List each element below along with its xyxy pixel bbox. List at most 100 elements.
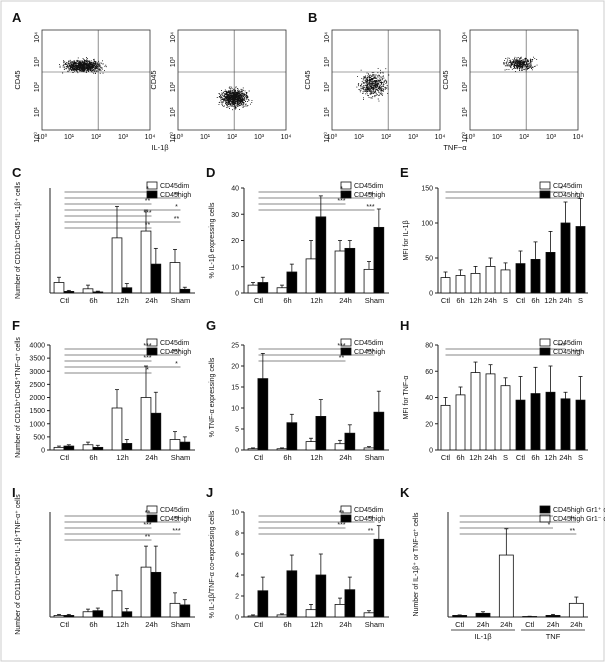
legend-label: CD45high <box>354 516 385 523</box>
y-tick-label: 10² <box>170 81 177 92</box>
y-tick-label: 25 <box>231 343 239 350</box>
y-tick-label: 10³ <box>34 56 41 67</box>
y-axis-label: % IL-1β/TNF-α co-expressing cells <box>209 510 216 618</box>
x-tick-label: Sham <box>365 296 385 305</box>
y-tick-label: 10⁴ <box>170 32 177 43</box>
y-tick-label: 1500 <box>29 408 45 415</box>
y-tick-label: 10³ <box>462 56 469 67</box>
y-tick-label: 50 <box>425 256 433 263</box>
x-tick-label: 24h <box>145 296 158 305</box>
bar <box>63 445 75 451</box>
significance-mark: *** <box>172 349 180 356</box>
bar <box>286 422 298 451</box>
x-tick-label: 24h <box>559 453 572 462</box>
y-tick-label: 10 <box>231 264 239 271</box>
x-tick-label: 12h <box>116 296 129 305</box>
legend-label: CD45high Gr1⁺ cells <box>553 507 605 514</box>
bar <box>140 566 152 618</box>
y-axis-label: Number of CD11b⁺CD45⁺IL-1β⁺ cells <box>15 182 22 299</box>
y-tick-label: 10² <box>462 81 469 92</box>
bar <box>455 275 466 294</box>
significance-mark: * <box>175 361 178 368</box>
x-tick-label: 10⁰ <box>37 133 48 141</box>
bar <box>315 216 327 294</box>
flow-x-label-A: IL-1β <box>151 143 169 152</box>
y-tick-label: 10² <box>324 81 331 92</box>
significance-mark: ** <box>570 528 576 535</box>
bar <box>92 291 104 294</box>
x-tick-label: 10⁴ <box>435 134 446 141</box>
legend-label: CD45high <box>354 192 385 199</box>
x-tick-label: Ctl <box>60 453 70 462</box>
x-tick-label: Ctl <box>254 296 264 305</box>
bar <box>305 258 317 294</box>
x-tick-label: Sham <box>365 620 385 629</box>
bar <box>257 590 269 618</box>
bar <box>515 263 526 294</box>
bar <box>363 447 375 451</box>
bar <box>440 404 451 451</box>
legend-label: CD45dim <box>354 340 383 347</box>
x-tick-label: 10³ <box>254 134 265 141</box>
y-tick-label: 0 <box>429 291 433 298</box>
bar <box>257 282 269 294</box>
x-tick-label: 10¹ <box>64 134 75 141</box>
x-tick-label: Ctl <box>441 296 451 305</box>
x-tick-label: 24h <box>500 620 513 629</box>
bar <box>498 554 514 618</box>
y-tick-label: 3500 <box>29 356 45 363</box>
significance-mark: * <box>575 192 578 199</box>
y-tick-label: 10⁰ <box>169 132 177 143</box>
bar <box>315 415 327 451</box>
bar <box>247 448 259 451</box>
significance-mark: * <box>146 186 149 193</box>
y-tick-label: 0 <box>235 615 239 622</box>
chart-F: 0 500 1000 1500 2000 2500 3000 3500 4000 Number o… <box>15 337 195 462</box>
bar <box>485 373 496 451</box>
chart-I: Number of CD11b⁺CD45⁺IL-1β⁺TNF-α⁺ cells C… <box>15 494 195 635</box>
significance-mark: *** <box>143 343 151 350</box>
x-tick-label: 6h <box>531 453 539 462</box>
bar <box>276 287 288 294</box>
bar <box>344 432 356 451</box>
x-tick-label: 10¹ <box>200 134 211 141</box>
bar <box>373 538 385 618</box>
bar <box>121 443 133 451</box>
x-tick-label: Ctl <box>525 620 535 629</box>
legend-label: CD45high <box>553 192 584 199</box>
y-tick-label: 10¹ <box>170 106 177 117</box>
x-tick-label: 10³ <box>546 134 557 141</box>
bar <box>169 262 181 294</box>
y-axis-label: Number of IL-1β⁺ or TNF-α⁺ cells <box>413 512 420 617</box>
legend-label: CD45high <box>160 516 191 523</box>
bar <box>286 271 298 294</box>
x-tick-label: Sham <box>171 620 191 629</box>
significance-mark: *** <box>143 355 151 362</box>
y-tick-label: 10⁴ <box>34 32 41 43</box>
x-tick-label: 10³ <box>408 134 419 141</box>
bar <box>121 611 133 618</box>
bar <box>169 602 181 618</box>
flow-frame <box>469 29 579 131</box>
significance-mark: *** <box>572 349 580 356</box>
bar <box>179 288 191 294</box>
x-tick-label: S <box>503 453 508 462</box>
bar <box>334 604 346 618</box>
bar <box>475 612 491 618</box>
x-tick-label: 6h <box>283 620 291 629</box>
y-tick-label: 4 <box>235 573 239 580</box>
bar <box>121 287 133 294</box>
flow-frame <box>177 29 287 131</box>
significance-mark: *** <box>557 343 565 350</box>
x-tick-label: 24h <box>339 453 352 462</box>
bar <box>470 272 481 294</box>
bar <box>150 263 162 294</box>
bar <box>344 589 356 618</box>
y-tick-label: 0 <box>41 448 45 455</box>
significance-mark: * <box>146 367 149 374</box>
x-tick-label: 24h <box>547 620 560 629</box>
bar <box>334 250 346 294</box>
x-tick-label: 24h <box>559 296 572 305</box>
flow-y-label: CD45 <box>303 70 312 89</box>
x-tick-label: Ctl <box>254 453 264 462</box>
